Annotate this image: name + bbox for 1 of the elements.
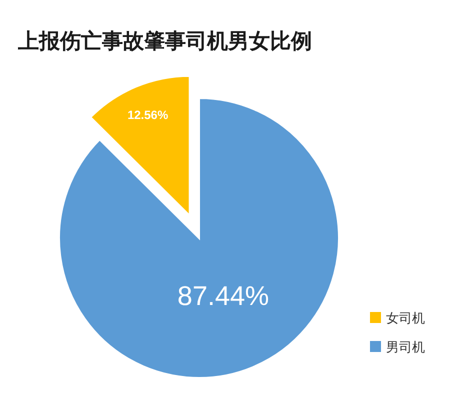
title: 上报伤亡事故肇事司机男女比例: [18, 30, 312, 53]
